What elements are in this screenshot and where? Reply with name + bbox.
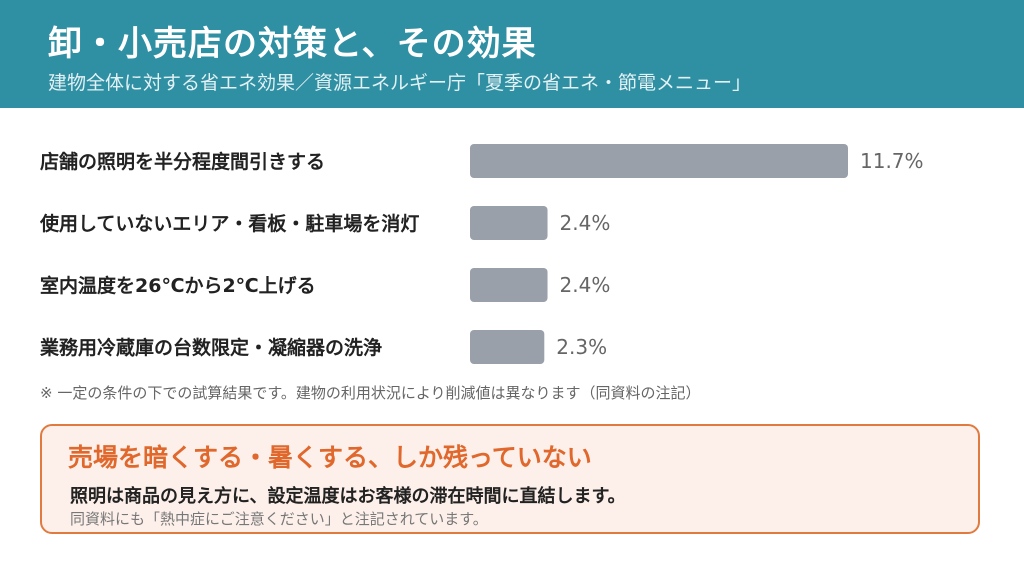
value-label: 2.4%	[560, 211, 611, 235]
category-label: 室内温度を26℃から2℃上げる	[40, 274, 316, 297]
category-label: 業務用冷蔵庫の台数限定・凝縮器の洗浄	[39, 336, 382, 359]
category-label: 使用していないエリア・看板・駐車場を消灯	[39, 212, 419, 235]
page-title: 卸・小売店の対策と、その効果	[48, 24, 537, 64]
bar	[470, 144, 848, 178]
callout-note: 同資料にも「熱中症にご注意ください」と注記されています。	[70, 510, 488, 528]
savings-bar-chart: 店舗の照明を半分程度間引きする 11.7% 使用していないエリア・看板・駐車場を消灯…	[39, 144, 924, 364]
callout-body: 照明は商品の見え方に、設定温度はお客様の滞在時間に直結します。	[70, 486, 626, 507]
footnote: ※ 一定の条件の下での試算結果です。建物の利用状況により削減値は異なります（同資…	[40, 384, 701, 402]
value-label: 11.7%	[860, 149, 924, 173]
bar	[470, 206, 548, 240]
value-label: 2.4%	[560, 273, 611, 297]
header-banner: 卸・小売店の対策と、その効果 建物全体に対する省エネ効果／資源エネルギー庁「夏季…	[0, 0, 1024, 108]
value-label: 2.3%	[556, 335, 607, 359]
bar	[470, 268, 548, 302]
category-label: 店舗の照明を半分程度間引きする	[40, 150, 325, 173]
callout-title: 売場を暗くする・暑くする、しか残っていない	[68, 443, 592, 472]
bar	[470, 330, 545, 364]
page-subtitle: 建物全体に対する省エネ効果／資源エネルギー庁「夏季の省エネ・節電メニュー」	[48, 72, 752, 94]
callout-box: 売場を暗くする・暑くする、しか残っていない 照明は商品の見え方に、設定温度はお客…	[40, 424, 980, 534]
